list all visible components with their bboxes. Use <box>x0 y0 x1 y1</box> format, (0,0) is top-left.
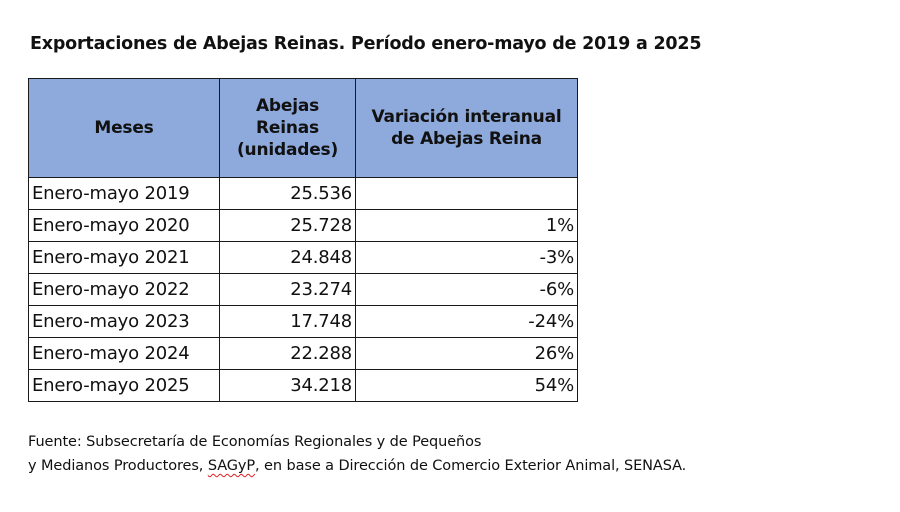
table-row: Enero-mayo 2020 25.728 1% <box>28 209 578 242</box>
header-meses: Meses <box>28 78 220 178</box>
table-row: Enero-mayo 2019 25.536 <box>28 177 578 210</box>
table-row: Enero-mayo 2022 23.274 -6% <box>28 273 578 306</box>
cell-mes: Enero-mayo 2024 <box>28 337 220 370</box>
header-variacion-line1: Variación interanual <box>371 107 562 127</box>
header-abejas-line2: Reinas <box>256 118 319 138</box>
table-row: Enero-mayo 2023 17.748 -24% <box>28 305 578 338</box>
table-title: Exportaciones de Abejas Reinas. Período … <box>30 34 702 54</box>
cell-variacion: -24% <box>355 305 578 338</box>
cell-variacion: -3% <box>355 241 578 274</box>
header-abejas-reinas: Abejas Reinas (unidades) <box>219 78 356 178</box>
header-abejas-line3: (unidades) <box>236 140 339 160</box>
header-meses-label: Meses <box>94 118 154 138</box>
cell-variacion: 26% <box>355 337 578 370</box>
cell-abejas: 25.536 <box>219 177 356 210</box>
table-row: Enero-mayo 2021 24.848 -3% <box>28 241 578 274</box>
cell-abejas: 34.218 <box>219 369 356 402</box>
cell-abejas: 22.288 <box>219 337 356 370</box>
cell-abejas: 25.728 <box>219 209 356 242</box>
header-abejas-line1: Abejas <box>255 96 320 116</box>
cell-variacion: 54% <box>355 369 578 402</box>
table-row: Enero-mayo 2024 22.288 26% <box>28 337 578 370</box>
cell-abejas: 23.274 <box>219 273 356 306</box>
table-header-row: Meses Abejas Reinas (unidades) Variación… <box>28 78 578 178</box>
cell-variacion: -6% <box>355 273 578 306</box>
source-line-1: Fuente: Subsecretaría de Economías Regio… <box>28 434 482 450</box>
cell-variacion: 1% <box>355 209 578 242</box>
cell-abejas: 17.748 <box>219 305 356 338</box>
cell-mes: Enero-mayo 2025 <box>28 369 220 402</box>
header-variacion-interanual: Variación interanual de Abejas Reina <box>355 78 578 178</box>
cell-mes: Enero-mayo 2022 <box>28 273 220 306</box>
cell-mes: Enero-mayo 2019 <box>28 177 220 210</box>
cell-mes: Enero-mayo 2023 <box>28 305 220 338</box>
source-note: Fuente: Subsecretaría de Economías Regio… <box>28 430 686 478</box>
exports-table: Meses Abejas Reinas (unidades) Variación… <box>28 78 578 402</box>
source-line-2-end: , en base a Dirección de Comercio Exteri… <box>255 458 687 474</box>
header-variacion-line2: de Abejas Reina <box>391 129 542 149</box>
source-agency-abbrev: SAGyP <box>207 458 256 474</box>
cell-mes: Enero-mayo 2020 <box>28 209 220 242</box>
cell-abejas: 24.848 <box>219 241 356 274</box>
source-line-2-start: y Medianos Productores, <box>28 458 208 474</box>
cell-mes: Enero-mayo 2021 <box>28 241 220 274</box>
cell-variacion <box>355 177 578 210</box>
source-line-2: y Medianos Productores, SAGyP, en base a… <box>28 454 686 478</box>
table-row: Enero-mayo 2025 34.218 54% <box>28 369 578 402</box>
